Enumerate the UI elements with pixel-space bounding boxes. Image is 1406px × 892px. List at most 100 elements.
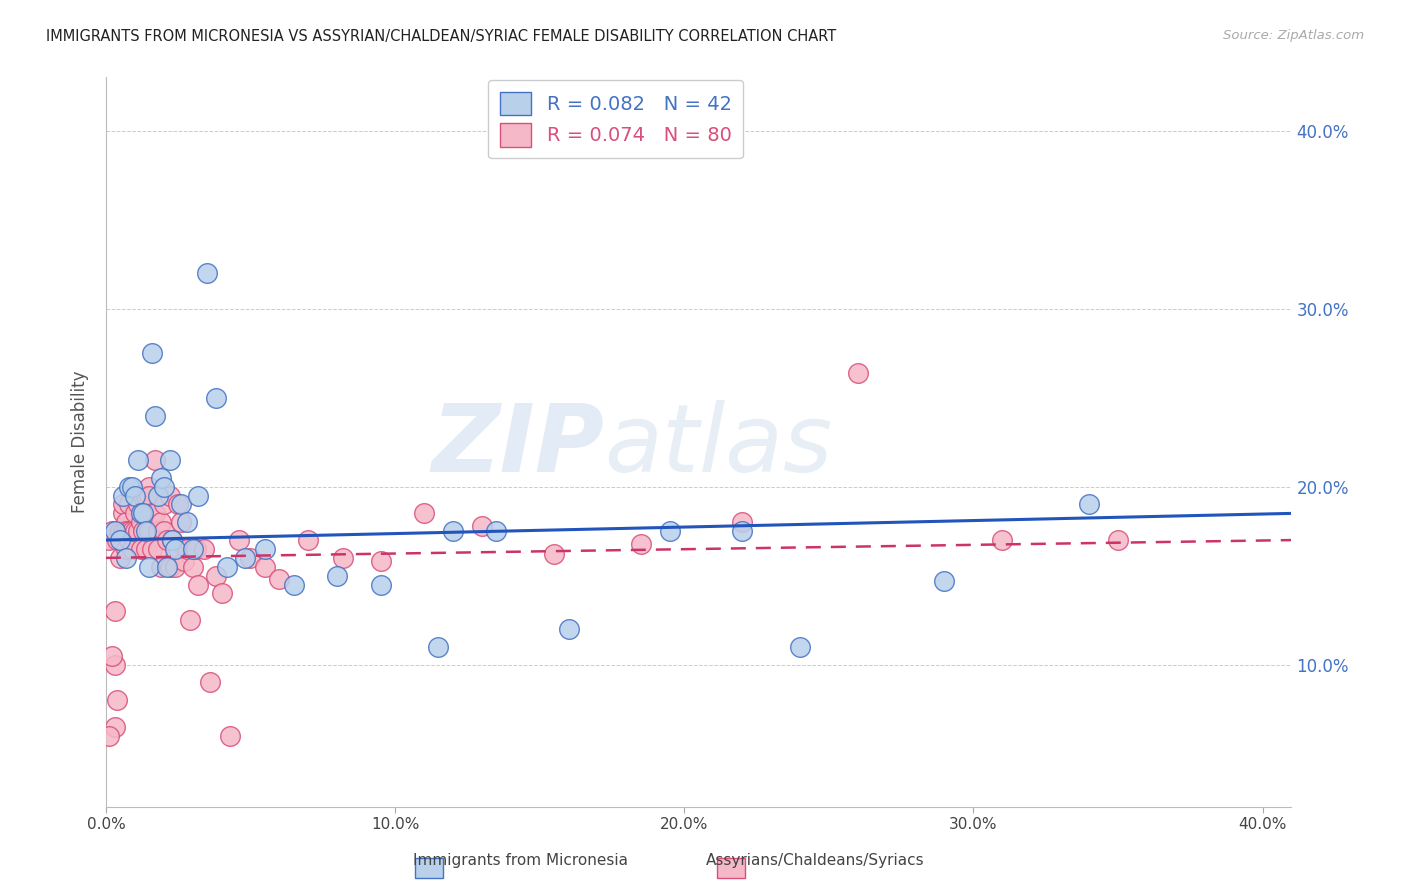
- Point: [100, 524, 122, 538]
- Point: [198, 675, 221, 690]
- Point: [204, 391, 226, 405]
- Point: [141, 507, 163, 521]
- Point: [253, 559, 276, 574]
- Point: [167, 498, 190, 512]
- Point: [471, 519, 494, 533]
- Point: [173, 554, 195, 568]
- Point: [159, 559, 181, 574]
- Point: [146, 524, 169, 538]
- Point: [135, 489, 157, 503]
- Point: [370, 577, 392, 591]
- Point: [115, 550, 138, 565]
- Point: [991, 533, 1014, 547]
- Point: [103, 604, 125, 618]
- Point: [103, 720, 125, 734]
- Point: [630, 536, 652, 550]
- Point: [124, 489, 146, 503]
- Point: [115, 516, 138, 530]
- Text: ZIP: ZIP: [432, 400, 603, 491]
- Point: [370, 554, 392, 568]
- Point: [118, 480, 141, 494]
- Point: [162, 533, 184, 547]
- Point: [165, 541, 187, 556]
- Point: [141, 541, 163, 556]
- Point: [107, 533, 129, 547]
- Point: [121, 480, 143, 494]
- Point: [162, 533, 184, 547]
- Point: [112, 507, 135, 521]
- Point: [159, 453, 181, 467]
- Point: [127, 498, 149, 512]
- Point: [658, 524, 681, 538]
- Point: [152, 524, 174, 538]
- Point: [332, 550, 354, 565]
- Point: [129, 541, 152, 556]
- Point: [132, 524, 155, 538]
- Point: [143, 507, 166, 521]
- Legend: R = 0.082   N = 42, R = 0.074   N = 80: R = 0.082 N = 42, R = 0.074 N = 80: [488, 80, 744, 159]
- Point: [211, 586, 233, 600]
- Point: [138, 559, 160, 574]
- Point: [138, 489, 160, 503]
- Point: [129, 516, 152, 530]
- Point: [149, 471, 172, 485]
- Bar: [717, 858, 745, 878]
- Point: [543, 547, 565, 561]
- Point: [187, 489, 209, 503]
- Point: [170, 498, 193, 512]
- Point: [184, 541, 207, 556]
- Point: [149, 516, 172, 530]
- Point: [193, 541, 215, 556]
- Point: [170, 516, 193, 530]
- Point: [557, 622, 579, 636]
- Point: [1078, 498, 1101, 512]
- Text: IMMIGRANTS FROM MICRONESIA VS ASSYRIAN/CHALDEAN/SYRIAC FEMALE DISABILITY CORRELA: IMMIGRANTS FROM MICRONESIA VS ASSYRIAN/C…: [46, 29, 837, 44]
- Point: [204, 568, 226, 582]
- Point: [97, 533, 120, 547]
- Point: [731, 516, 754, 530]
- Point: [115, 541, 138, 556]
- Point: [103, 524, 125, 538]
- Point: [132, 507, 155, 521]
- Point: [219, 729, 242, 743]
- Point: [176, 516, 198, 530]
- Point: [326, 568, 349, 582]
- Point: [138, 480, 160, 494]
- Point: [100, 648, 122, 663]
- Point: [107, 693, 129, 707]
- Point: [789, 640, 811, 654]
- Point: [228, 533, 250, 547]
- Point: [167, 541, 190, 556]
- Point: [124, 507, 146, 521]
- Point: [129, 507, 152, 521]
- Point: [121, 524, 143, 538]
- Point: [97, 729, 120, 743]
- Point: [146, 541, 169, 556]
- Point: [485, 524, 508, 538]
- Point: [143, 409, 166, 423]
- Point: [143, 453, 166, 467]
- Point: [195, 266, 218, 280]
- Point: [165, 559, 187, 574]
- Point: [112, 498, 135, 512]
- Bar: [415, 858, 443, 878]
- Point: [427, 640, 450, 654]
- Point: [112, 524, 135, 538]
- Point: [118, 498, 141, 512]
- Point: [413, 507, 436, 521]
- Point: [283, 577, 305, 591]
- Point: [441, 524, 464, 538]
- Point: [269, 572, 291, 586]
- Y-axis label: Female Disability: Female Disability: [72, 371, 89, 514]
- Point: [179, 613, 201, 627]
- Point: [149, 559, 172, 574]
- Point: [297, 533, 319, 547]
- Point: [127, 453, 149, 467]
- Text: Source: ZipAtlas.com: Source: ZipAtlas.com: [1223, 29, 1364, 42]
- Point: [115, 524, 138, 538]
- Point: [138, 524, 160, 538]
- Point: [159, 489, 181, 503]
- Point: [181, 541, 204, 556]
- Point: [132, 489, 155, 503]
- Point: [121, 541, 143, 556]
